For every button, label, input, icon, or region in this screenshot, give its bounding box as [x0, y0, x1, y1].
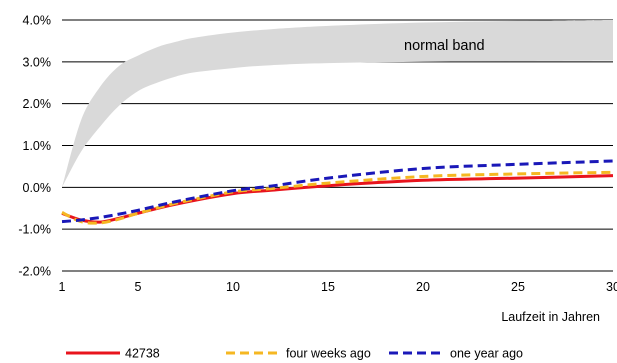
y-tick-label: 0.0% [23, 181, 52, 195]
y-tick-label: -1.0% [18, 223, 51, 237]
x-axis-ticks: 1 5 10 15 20 25 30 [59, 280, 617, 294]
y-tick-label: 2.0% [23, 97, 52, 111]
x-tick-label: 1 [59, 280, 66, 294]
y-tick-label: -2.0% [18, 265, 51, 279]
y-axis-ticks: 4.0% 3.0% 2.0% 1.0% 0.0% -1.0% -2.0% [18, 14, 51, 279]
series-line-2 [61, 170, 614, 225]
series-lines [61, 159, 614, 225]
x-tick-label: 20 [416, 280, 430, 294]
legend-label-1: 42738 [125, 347, 160, 361]
series-line-3 [61, 159, 614, 224]
y-tick-label: 1.0% [23, 139, 52, 153]
series-line-1 [61, 174, 614, 224]
legend-label-3: one year ago [450, 347, 523, 361]
legend: 42738 four weeks ago one year ago [66, 347, 523, 361]
x-tick-label: 30 [606, 280, 617, 294]
legend-label-2: four weeks ago [286, 347, 371, 361]
normal-band-area [62, 20, 613, 188]
y-tick-label: 4.0% [23, 14, 52, 28]
x-tick-label: 5 [135, 280, 142, 294]
normal-band-label: normal band [404, 38, 485, 54]
x-tick-label: 10 [226, 280, 240, 294]
x-axis-label: Laufzeit in Jahren [501, 310, 600, 324]
x-tick-label: 25 [511, 280, 525, 294]
x-tick-label: 15 [321, 280, 335, 294]
y-tick-label: 3.0% [23, 55, 52, 69]
